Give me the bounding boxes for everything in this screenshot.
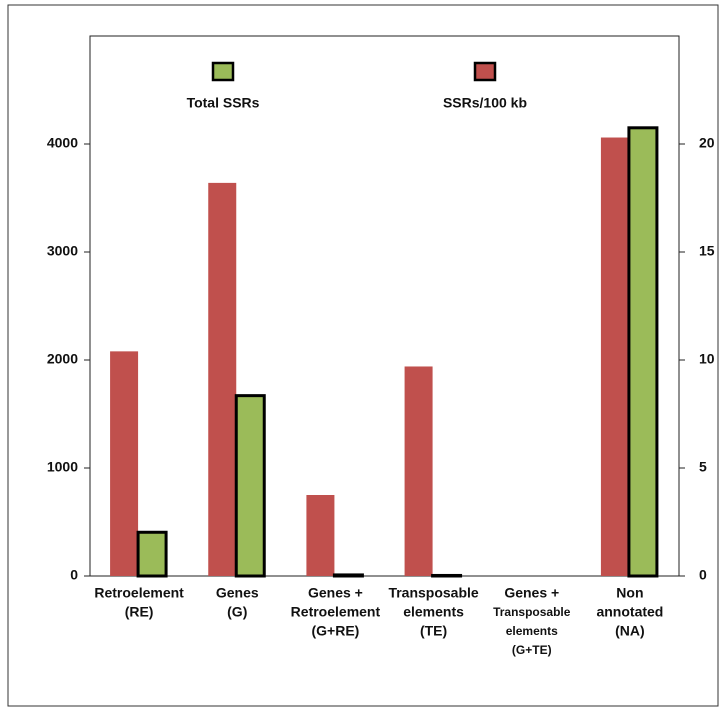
x-tick-label: Retroelement [94,585,184,601]
bar [404,366,433,576]
x-tick-label: (TE) [420,623,447,639]
x-tick-label: Genes + [504,585,559,601]
bar [431,573,463,578]
legend-label: SSRs/100 kb [443,95,527,111]
x-tick-label: annotated [596,604,663,620]
y-tick-label: 3000 [47,243,78,259]
x-tick-label: elements [506,624,558,638]
x-tick-label: Genes [216,585,259,601]
legend-swatch [211,61,235,82]
bar [110,351,139,576]
x-tick-label: Transposable [493,605,571,619]
bar [627,126,659,578]
bar [306,495,335,576]
x-tick-label: Non [616,585,643,601]
x-tick-label: (G) [227,604,247,620]
x-tick-label: elements [403,604,464,620]
bar [600,137,629,576]
x-tick-label: (G+RE) [311,623,359,639]
plot-frame [89,35,680,577]
y-tick-label: 0 [70,567,78,583]
x-tick-label: (G+TE) [512,643,552,657]
y2-tick-label: 10 [699,351,715,367]
y2-tick-label: 0 [699,567,707,583]
x-tick-label: (NA) [615,623,645,639]
bar [332,573,364,578]
y2-tick-label: 20 [699,135,715,151]
y2-tick-label: 5 [699,459,707,475]
legend-label: Total SSRs [187,95,260,111]
y2-tick-label: 15 [699,243,715,259]
bar [136,530,168,578]
x-tick-label: (RE) [125,604,154,620]
y-tick-label: 1000 [47,459,78,475]
y-tick-label: 4000 [47,135,78,151]
x-tick-label: Genes + [308,585,363,601]
bar [234,394,266,578]
x-tick-label: Retroelement [291,604,381,620]
x-tick-label: Transposable [388,585,478,601]
bar [208,182,237,576]
y-tick-label: 2000 [47,351,78,367]
legend-swatch [473,61,497,82]
outer-border [7,4,719,707]
